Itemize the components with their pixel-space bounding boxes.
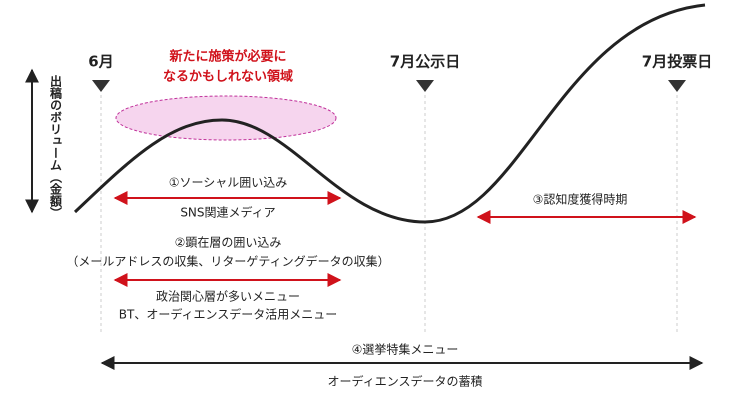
phase-title: ②顕在層の囲い込み — [175, 236, 282, 250]
phase-detail: SNS関連メディア — [180, 205, 275, 220]
phase-subtitle: （メールアドレスの収集、リターゲティングデータの収集） — [66, 254, 389, 269]
phase-title: ③認知度獲得時期 — [533, 192, 628, 207]
marker-label: 7月投票日 — [642, 53, 712, 71]
highlight-area — [115, 95, 337, 141]
annotation: 新たに施策が必要に — [168, 49, 286, 65]
y-axis-label: 出稿のボリューム（金額） — [49, 74, 63, 219]
marker-label: 6月 — [88, 53, 113, 71]
volume-curve — [73, 3, 706, 224]
phase-title: ④選挙特集メニュー — [352, 342, 459, 357]
phase-detail: BT、オーディエンスデータ活用メニュー — [119, 307, 337, 322]
annotation: なるかもしれない領域 — [163, 69, 293, 85]
phase-detail: 政治関心層が多いメニュー — [156, 289, 300, 304]
marker-label: 7月公示日 — [390, 53, 460, 71]
phase-detail: オーディエンスデータの蓄積 — [328, 374, 483, 389]
phase-title: ①ソーシャル囲い込み — [169, 176, 288, 190]
